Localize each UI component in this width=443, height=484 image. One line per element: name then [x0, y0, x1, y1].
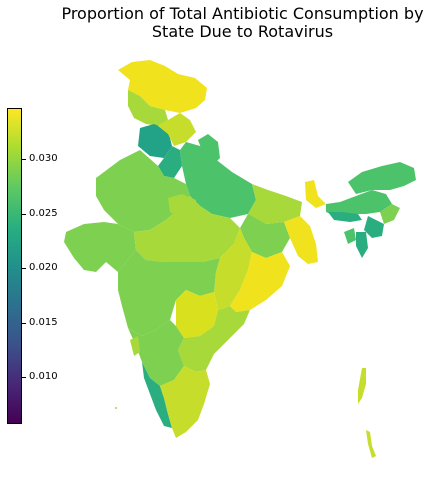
state-nicobar [366, 430, 376, 458]
state-goa [130, 336, 140, 356]
state-chhattisgarh [214, 228, 252, 310]
state-delhi [168, 194, 196, 218]
state-haryana [158, 146, 182, 178]
state-bihar [248, 184, 302, 224]
state-rajasthan [96, 150, 190, 232]
state-maharashtra [118, 250, 220, 336]
state-meghalaya [328, 212, 362, 222]
state-andhra-pradesh [178, 306, 250, 372]
state-jharkhand [240, 214, 290, 258]
state-madhya-pradesh [134, 196, 240, 262]
state-uttar-pradesh [180, 142, 256, 218]
state-tripura [344, 228, 356, 244]
title-line-1: Proportion of Total Antibiotic Consumpti… [61, 4, 424, 23]
state-karnataka [128, 320, 184, 386]
state-west-bengal [284, 216, 318, 264]
state-nagaland [380, 204, 400, 224]
state-manipur [364, 216, 384, 238]
state-punjab [138, 124, 172, 158]
state-jammu-kashmir [118, 60, 207, 113]
state-tamil-nadu [160, 366, 210, 438]
state-andaman [358, 368, 366, 404]
state-himachal-pradesh [128, 90, 168, 126]
state-telangana [176, 290, 218, 338]
state-assam [326, 190, 392, 216]
state-lakshadweep [115, 407, 117, 409]
state-arunachal [348, 162, 416, 194]
chart-title: Proportion of Total Antibiotic Consumpti… [60, 5, 425, 41]
state-west-bengal-north [305, 180, 326, 208]
state-himachal-north [198, 134, 220, 164]
state-gujarat [64, 222, 136, 272]
title-line-2: State Due to Rotavirus [151, 22, 334, 41]
colorbar [7, 108, 22, 424]
state-kerala [142, 362, 172, 428]
state-mizoram [356, 232, 368, 258]
state-uttarakhand [158, 113, 196, 146]
state-odisha [230, 252, 290, 312]
